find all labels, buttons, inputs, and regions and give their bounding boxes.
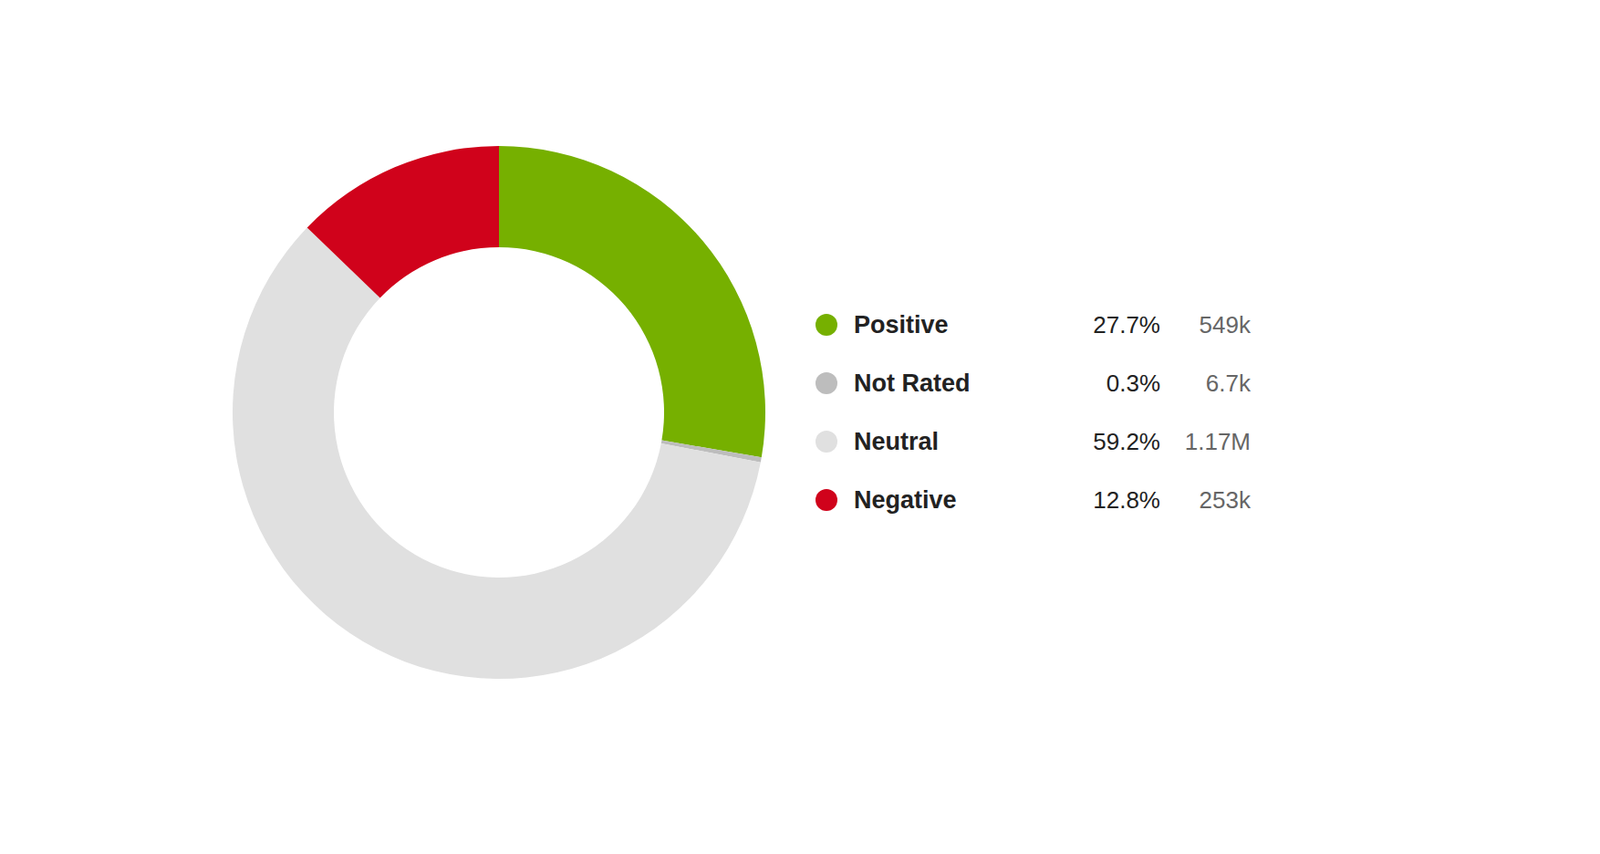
legend-swatch bbox=[815, 430, 838, 453]
percent-label: 0.3% bbox=[1106, 369, 1161, 397]
legend-label: Not Rated bbox=[853, 369, 971, 397]
legend-label: Positive bbox=[853, 311, 949, 339]
legend-label: Negative bbox=[853, 486, 957, 514]
legend-swatch bbox=[815, 313, 838, 336]
legend-label: Neutral bbox=[853, 427, 939, 456]
legend-swatch bbox=[815, 372, 838, 395]
percent-label: 27.7% bbox=[1092, 311, 1161, 339]
count-label: 253k bbox=[1199, 486, 1252, 514]
percent-label: 59.2% bbox=[1092, 427, 1161, 456]
count-label: 1.17M bbox=[1184, 427, 1251, 456]
legend-swatch bbox=[815, 488, 838, 511]
chart: Positive 27.7% 549k Not Rated 0.3% 6.7k Neutra… bbox=[0, 0, 1600, 854]
slice bbox=[232, 227, 761, 679]
slice bbox=[307, 145, 499, 298]
count-label: 6.7k bbox=[1205, 369, 1252, 397]
legend: Positive 27.7% 549k Not Rated 0.3% 6.7k Neutra… bbox=[815, 311, 1252, 514]
percent-label: 12.8% bbox=[1092, 486, 1161, 514]
slice bbox=[498, 145, 766, 458]
slices bbox=[232, 145, 766, 679]
count-label: 549k bbox=[1199, 311, 1252, 339]
